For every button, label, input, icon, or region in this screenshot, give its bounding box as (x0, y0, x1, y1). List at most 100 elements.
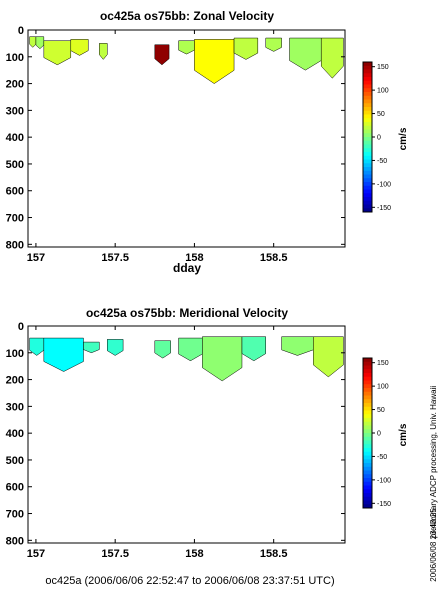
colorbar-segment (363, 170, 372, 175)
colorbar-segment (363, 167, 372, 172)
plot-frame (27, 325, 346, 544)
y-tick-label: 300 (6, 105, 24, 117)
colorbar-segment (363, 448, 372, 453)
colorbar-segment (363, 496, 372, 501)
y-tick-label: 600 (6, 186, 24, 198)
colorbar-segment (363, 500, 372, 505)
y-tick-label: 700 (6, 213, 24, 225)
colorbar-tick-label: -100 (377, 477, 391, 484)
colorbar-segment (363, 129, 372, 134)
velocity-cell (178, 337, 203, 362)
velocity-cell (178, 40, 195, 55)
y-tick-label: 100 (6, 348, 24, 360)
x-tick-label: 158 (185, 548, 203, 560)
colorbar-segment (363, 122, 372, 127)
colorbar-segment (363, 440, 372, 445)
velocity-cell (320, 37, 344, 79)
zonal-velocity-panel: oc425a os75bb: Zonal Velocity 0 100 200 300… (6, 9, 409, 275)
colorbar-segment (363, 107, 372, 112)
colorbar-segment (363, 174, 372, 179)
colorbar-segment (363, 140, 372, 145)
colorbar-tick-label: -50 (377, 158, 387, 165)
y-tick-label: 800 (6, 535, 24, 547)
velocity-cell (313, 336, 344, 378)
y-tick-label: 400 (6, 428, 24, 440)
colorbar-segment (363, 376, 372, 381)
colorbar-segment (363, 99, 372, 104)
velocity-cell (202, 336, 243, 382)
meridional-title: oc425a os75bb: Meridional Velocity (86, 306, 288, 320)
velocity-cell (154, 340, 171, 359)
velocity-cell (83, 341, 100, 354)
colorbar-segment (363, 193, 372, 198)
colorbar-segment (363, 429, 372, 434)
velocity-cell (35, 36, 45, 50)
colorbar-tick-label: -50 (377, 454, 387, 461)
x-tick-label: 158.5 (260, 252, 288, 264)
colorbar-segment (363, 433, 372, 438)
x-tick-label: 158 (185, 252, 203, 264)
colorbar-segment (363, 410, 372, 415)
velocity-cell (43, 337, 84, 372)
colorbar-segment (363, 197, 372, 202)
colorbar-segment (363, 478, 372, 483)
colorbar-segment (363, 92, 372, 97)
colorbar-tick-label: -100 (377, 181, 391, 188)
colorbar-segment (363, 80, 372, 85)
colorbar-tick-label: 150 (377, 360, 389, 367)
colorbar-segment (363, 208, 372, 213)
colorbar-segment (363, 493, 372, 498)
colorbar-segment (363, 395, 372, 400)
y-tick-label: 300 (6, 401, 24, 413)
colorbar-segment (363, 388, 372, 393)
zonal-xlabel: dday (173, 261, 201, 275)
colorbar-segment (363, 65, 372, 70)
colorbar-segment (363, 481, 372, 486)
colorbar-tick-label: -150 (377, 205, 391, 212)
x-tick-label: 157.5 (101, 252, 129, 264)
y-tick-label: 600 (6, 482, 24, 494)
colorbar-segment (363, 358, 372, 363)
colorbar-segment (363, 200, 372, 205)
footer-note: oc425a (2006/06/06 22:52:47 to 2006/06/0… (45, 575, 334, 587)
colorbar-segment (363, 444, 372, 449)
zonal-colorbar: 150 100 50 0 -50 -100 -150 (362, 61, 391, 213)
colorbar-segment (363, 77, 372, 82)
colorbar-segment (363, 421, 372, 426)
colorbar-segment (363, 489, 372, 494)
colorbar-segment (363, 365, 372, 370)
velocity-cell (70, 39, 89, 56)
colorbar-segment (363, 152, 372, 157)
colorbar-tick-label: 100 (377, 384, 389, 391)
colorbar-segment (363, 466, 372, 471)
velocity-cell (289, 37, 322, 71)
colorbar-segment (363, 451, 372, 456)
colorbar-segment (363, 182, 372, 187)
y-tick-label: 500 (6, 455, 24, 467)
x-tick-label: 157.5 (101, 548, 129, 560)
colorbar-segment (363, 88, 372, 93)
velocity-cell (265, 37, 282, 52)
y-tick-label: 0 (18, 321, 24, 333)
colorbar-segment (363, 178, 372, 183)
colorbar-segment (363, 373, 372, 378)
velocity-cell (29, 36, 37, 48)
colorbar-segment (363, 399, 372, 404)
plot-frame (27, 29, 346, 248)
meridional-colorbar-label: cm/s (398, 423, 409, 446)
colorbar-segment (363, 369, 372, 374)
zonal-colorbar-label: cm/s (398, 127, 409, 150)
colorbar-segment (363, 185, 372, 190)
zonal-title: oc425a os75bb: Zonal Velocity (100, 9, 274, 23)
side-note: preliminary ADCP processing, Univ. Hawai… (429, 386, 438, 538)
colorbar-tick-label: 150 (377, 64, 389, 71)
y-tick-label: 700 (6, 509, 24, 521)
colorbar-segment (363, 414, 372, 419)
velocity-cell (29, 337, 45, 356)
colorbar-tick-label: 50 (377, 111, 385, 118)
velocity-cell (99, 43, 108, 60)
colorbar-segment (363, 463, 372, 468)
meridional-colorbar: 150 100 50 0 -50 -100 -150 (362, 357, 391, 509)
velocity-cell (241, 336, 266, 362)
